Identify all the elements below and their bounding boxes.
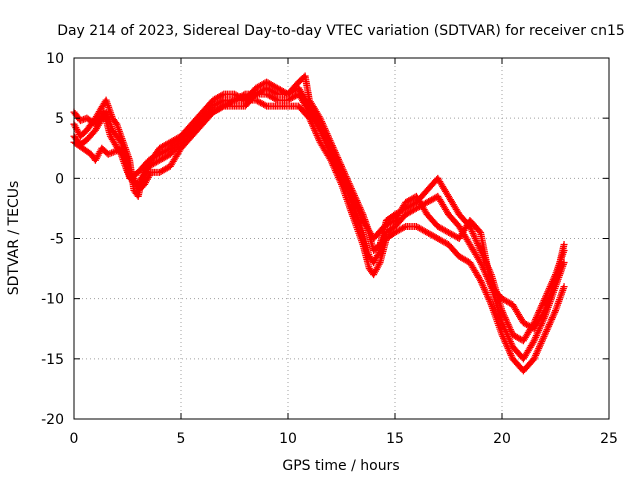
- x-tick-label: 25: [600, 431, 618, 447]
- data-point-marker: [540, 308, 548, 316]
- y-tick-label: -5: [50, 232, 64, 248]
- x-axis-label: GPS time / hours: [282, 458, 399, 474]
- data-point-marker: [560, 241, 568, 249]
- data-point-marker: [560, 283, 568, 291]
- series-trace-2: [70, 90, 568, 363]
- chart-title: Day 214 of 2023, Sidereal Day-to-day VTE…: [57, 23, 625, 39]
- y-tick-label: 0: [55, 171, 64, 187]
- series-trace-4: [70, 84, 568, 333]
- data-point-marker: [108, 149, 116, 157]
- y-tick-label: -20: [41, 412, 64, 428]
- data-point-marker: [272, 89, 280, 97]
- data-point-marker: [106, 150, 114, 158]
- y-tick-label: -15: [41, 352, 64, 368]
- data-point-marker: [218, 97, 226, 105]
- series-trace-3: [70, 90, 568, 375]
- y-tick-label: 10: [46, 51, 64, 67]
- y-tick-label: 5: [55, 111, 64, 127]
- x-tick-label: 10: [279, 431, 297, 447]
- data-point-marker: [218, 91, 226, 99]
- x-tick-label: 15: [386, 431, 404, 447]
- axis-ticks: 0 5 10 15 20 25 10 5 0 -5 -10 -15 -20: [41, 51, 618, 447]
- y-axis-label: SDTVAR / TECUs: [6, 181, 22, 296]
- data-point-marker: [272, 95, 280, 103]
- x-tick-label: 0: [70, 431, 79, 447]
- data-point-marker: [113, 147, 121, 155]
- data-point-marker: [261, 101, 269, 109]
- data-point-marker: [116, 137, 124, 145]
- data-point-marker: [104, 150, 112, 158]
- data-point-marker: [240, 91, 248, 99]
- y-tick-label: -10: [41, 292, 64, 308]
- x-tick-label: 20: [493, 431, 511, 447]
- data-point-marker: [560, 259, 568, 267]
- data-point-marker: [111, 148, 119, 156]
- data-point-marker: [400, 223, 408, 231]
- x-tick-label: 5: [177, 431, 186, 447]
- data-point-marker: [475, 227, 483, 235]
- data-point-marker: [109, 148, 117, 156]
- data-series-group: [70, 72, 568, 375]
